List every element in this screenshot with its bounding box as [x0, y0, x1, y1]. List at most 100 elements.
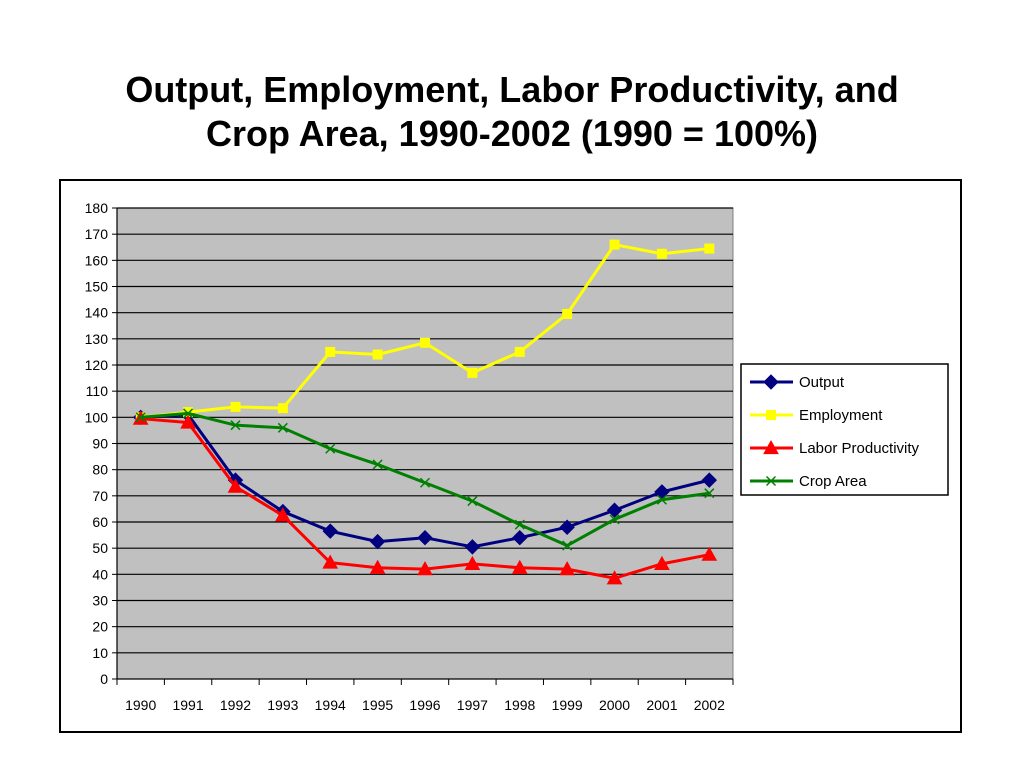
data-point-crop-area — [372, 459, 383, 470]
y-tick-label: 100 — [85, 409, 109, 425]
y-tick-label: 10 — [92, 645, 108, 661]
data-point-crop-area — [562, 540, 573, 551]
data-point-crop-area — [467, 496, 478, 507]
data-point-crop-area — [230, 420, 241, 431]
y-tick-label: 20 — [92, 619, 108, 635]
data-point-crop-area-stroke — [656, 494, 667, 505]
data-point-employment — [704, 243, 715, 254]
data-point-crop-area-stroke — [467, 496, 478, 507]
data-point-output — [417, 529, 433, 546]
data-point-labor-productivity — [511, 559, 528, 574]
data-point-employment — [656, 248, 667, 259]
x-tick-label: 1994 — [315, 697, 346, 713]
y-tick-label: 140 — [85, 305, 109, 321]
data-point-output — [322, 523, 338, 539]
data-point-crop-area-stroke — [325, 443, 336, 454]
data-point-employment — [467, 367, 478, 378]
x-tick-label: 1993 — [267, 697, 298, 713]
x-tick-label: 1992 — [220, 697, 251, 713]
data-point-employment — [420, 337, 430, 348]
data-point-crop-area — [135, 412, 146, 423]
data-point-output — [701, 472, 718, 488]
data-point-labor-productivity — [322, 554, 339, 569]
x-tick-label: 1996 — [409, 697, 440, 713]
y-tick-label: 90 — [92, 436, 108, 452]
legend-marker-crop-area-stroke — [765, 475, 777, 487]
data-point-output — [559, 519, 575, 535]
x-tick-label: 1990 — [125, 697, 156, 713]
x-tick-label: 1995 — [362, 697, 393, 713]
data-point-crop-area — [609, 514, 620, 525]
data-point-employment — [325, 346, 336, 357]
y-tick-label: 80 — [92, 462, 108, 478]
y-tick-label: 30 — [92, 593, 108, 609]
y-tick-label: 70 — [92, 488, 108, 504]
y-tick-label: 130 — [85, 331, 109, 347]
data-point-employment — [562, 308, 573, 319]
x-tick-label: 1997 — [457, 697, 488, 713]
data-point-labor-productivity — [227, 478, 244, 493]
y-tick-label: 120 — [85, 357, 109, 373]
x-tick-label: 2000 — [599, 697, 630, 713]
data-point-labor-productivity — [180, 414, 196, 429]
data-point-crop-area — [325, 443, 336, 454]
data-point-crop-area-stroke — [372, 459, 383, 470]
data-point-output — [464, 539, 481, 555]
legend-marker-output — [763, 374, 779, 390]
y-tick-label: 0 — [100, 671, 108, 687]
line-chart: 0 10 20 30 40 50 60 70 80 90 100 110 120 130 140 150 160… — [85, 200, 949, 713]
data-point-labor-productivity — [654, 555, 670, 570]
y-tick-label: 110 — [86, 383, 109, 399]
data-point-labor-productivity — [701, 546, 718, 561]
data-point-crop-area — [514, 519, 525, 530]
data-point-crop-area-stroke — [562, 540, 573, 551]
x-tick-label: 1991 — [172, 697, 203, 713]
data-point-crop-area — [183, 408, 194, 419]
data-point-crop-area — [277, 422, 288, 433]
data-point-output — [369, 533, 386, 550]
legend-marker-crop-area — [765, 475, 777, 487]
data-point-output — [512, 529, 528, 546]
chart-frame: 0 10 20 30 40 50 60 70 80 90 100 110 120 130 140 150 160… — [59, 179, 962, 733]
data-point-crop-area-stroke — [135, 412, 146, 423]
y-tick-label: 40 — [92, 566, 108, 582]
data-point-labor-productivity — [606, 570, 623, 585]
legend-marker-employment — [766, 410, 776, 420]
legend-marker-labor-productivity — [763, 439, 779, 455]
data-point-crop-area-stroke — [183, 408, 194, 419]
y-tick-label: 180 — [85, 200, 109, 216]
x-tick-label: 1998 — [504, 697, 535, 713]
data-point-labor-productivity — [274, 507, 291, 522]
y-tick-label: 170 — [85, 226, 109, 242]
data-point-output — [606, 502, 623, 518]
data-point-employment — [230, 401, 241, 412]
legend-label-crop-area: Crop Area — [799, 473, 867, 490]
legend-label-output: Output — [799, 374, 845, 391]
data-point-crop-area-stroke — [419, 477, 431, 488]
data-point-employment — [277, 403, 288, 414]
data-point-employment — [372, 349, 383, 360]
x-tick-label: 1999 — [552, 697, 583, 713]
x-tick-label: 2001 — [646, 697, 677, 713]
data-point-crop-area-stroke — [277, 422, 288, 433]
data-point-crop-area — [656, 494, 667, 505]
data-point-employment — [609, 239, 620, 250]
data-point-employment — [514, 346, 525, 357]
legend-box — [740, 363, 949, 496]
y-tick-label: 160 — [85, 252, 109, 268]
slide-title-line-1: Output, Employment, Labor Productivity, … — [125, 69, 899, 110]
legend-label-employment: Employment — [799, 407, 883, 424]
y-tick-label: 150 — [85, 279, 109, 295]
x-tick-label: 2002 — [694, 697, 725, 713]
data-point-crop-area-stroke — [704, 488, 715, 499]
y-tick-label: 60 — [92, 514, 108, 530]
data-point-labor-productivity — [369, 559, 386, 574]
legend-label-labor-productivity: Labor Productivity — [799, 440, 920, 457]
data-point-crop-area-stroke — [609, 514, 620, 525]
data-point-crop-area-stroke — [230, 420, 241, 431]
slide-title-line-2: Crop Area, 1990-2002 (1990 = 100%) — [205, 113, 819, 154]
data-point-labor-productivity — [464, 555, 481, 570]
data-point-crop-area-stroke — [514, 519, 525, 530]
data-point-crop-area — [419, 477, 431, 488]
data-point-labor-productivity — [417, 561, 433, 576]
